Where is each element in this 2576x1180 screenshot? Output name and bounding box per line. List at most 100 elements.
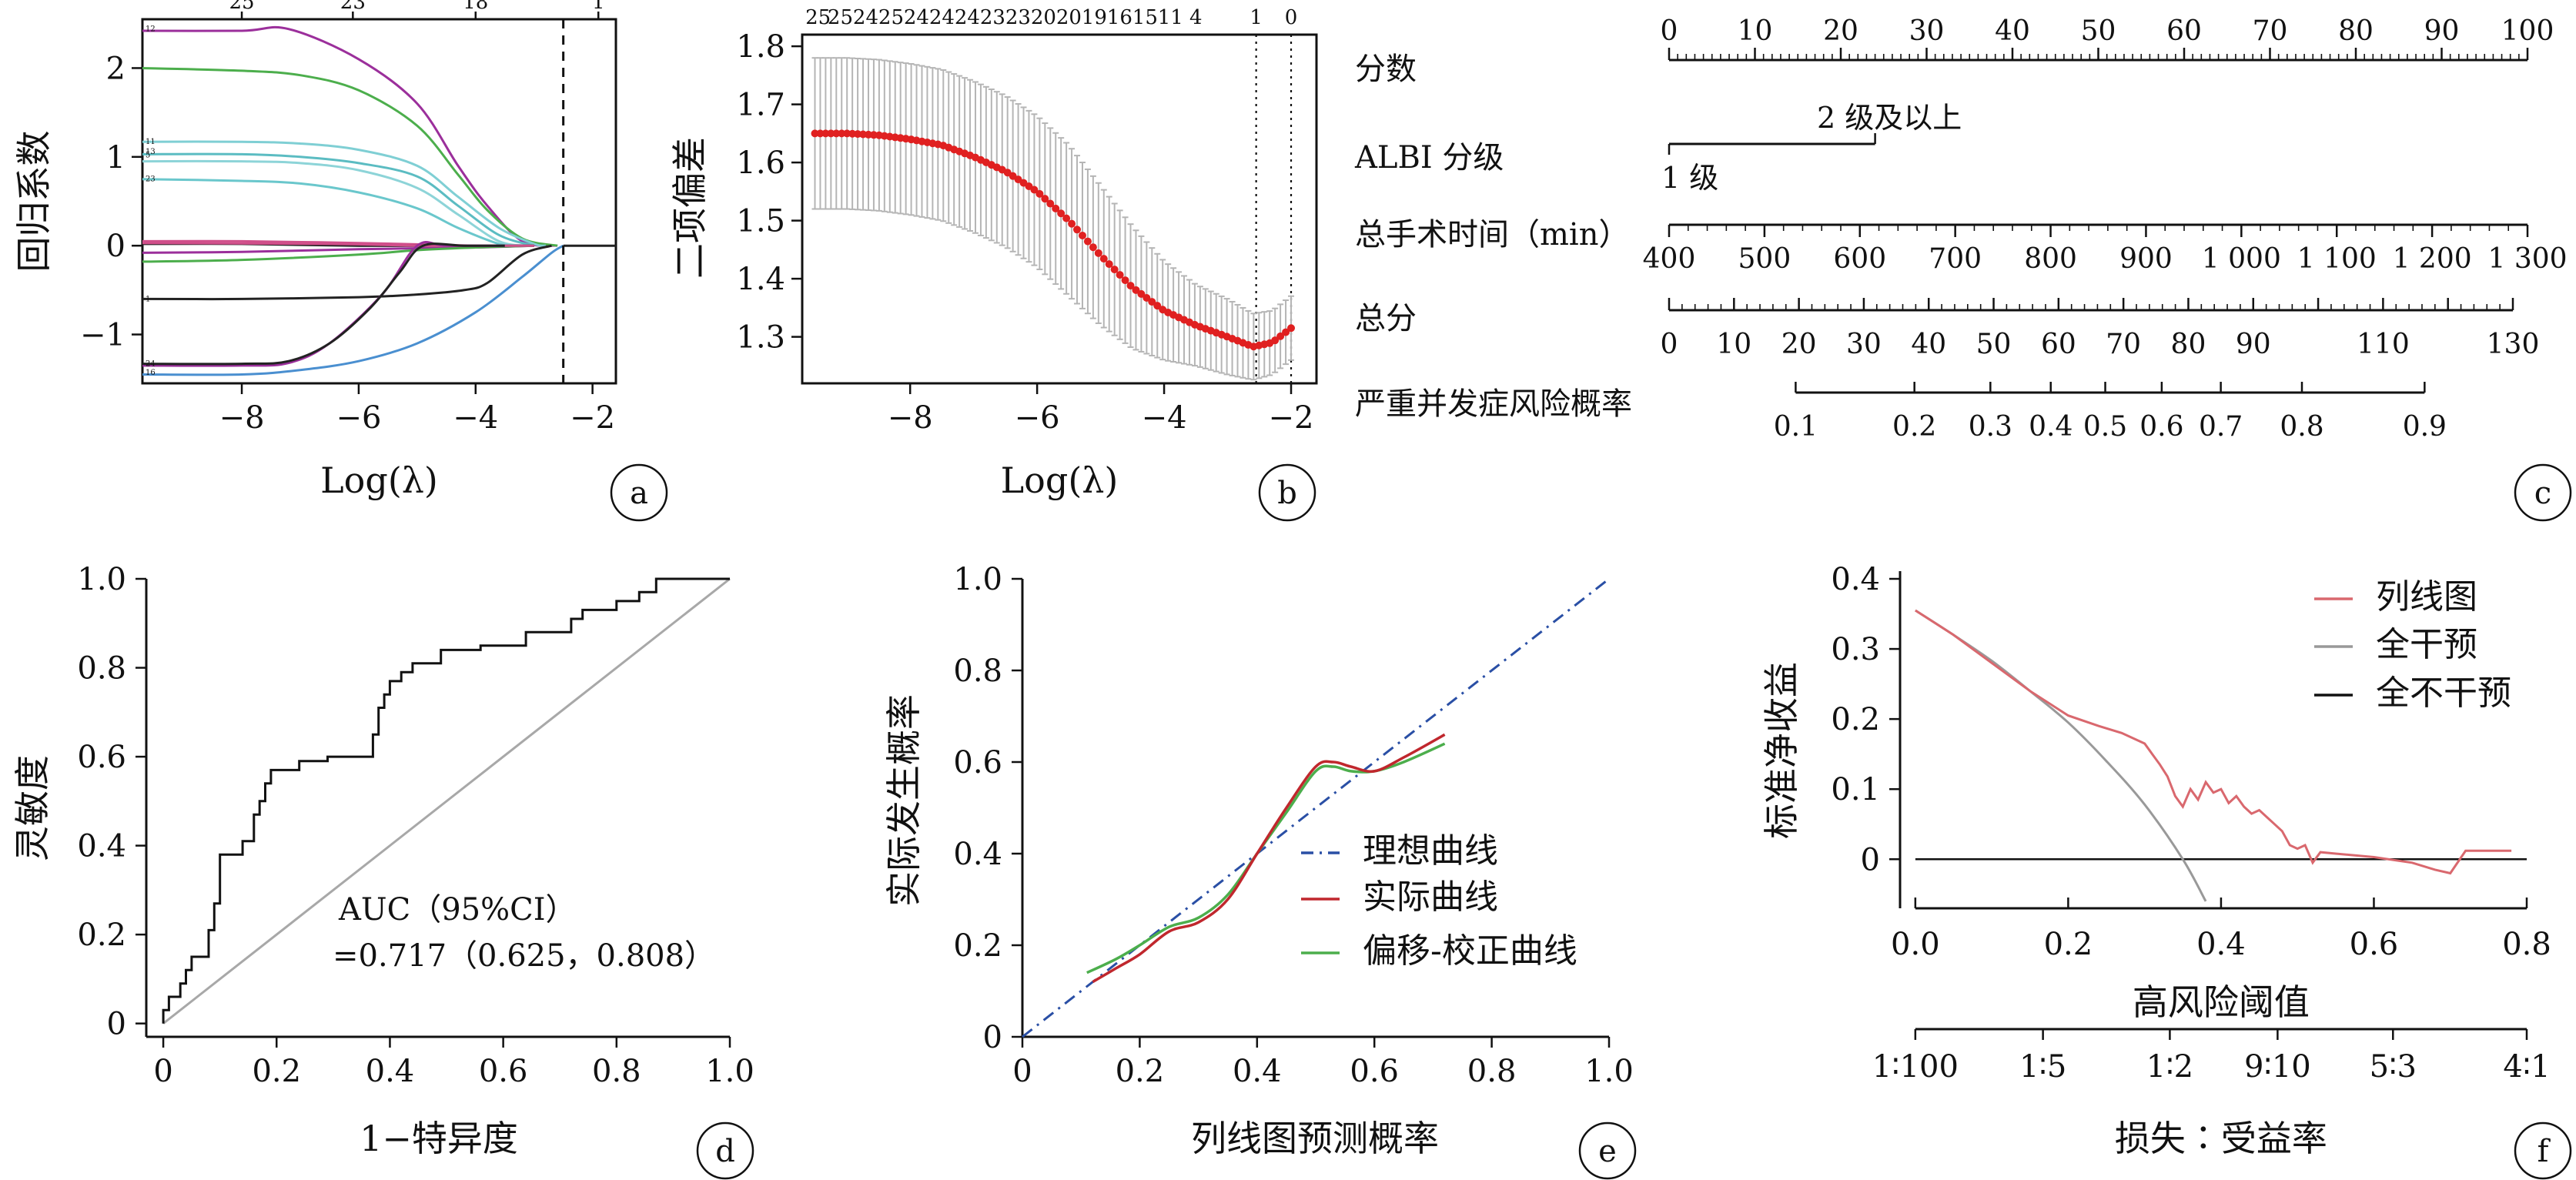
panel-b-point xyxy=(1271,336,1280,345)
panel-b-point xyxy=(1041,195,1049,203)
panel-b-point xyxy=(816,129,825,138)
panel-f-ytick-label: 0.1 xyxy=(1831,772,1880,807)
panel-d-tag-letter: d xyxy=(715,1134,735,1169)
panel-a-curve-label: 13 xyxy=(146,148,156,156)
panel-b-point xyxy=(1089,243,1097,252)
panel-e-xtick-label: 0 xyxy=(1012,1054,1032,1089)
panel-b-top-label: 24 xyxy=(904,6,929,29)
panel-a-series-0 xyxy=(142,25,558,247)
panel-f-ytick-label: 0 xyxy=(1861,842,1880,877)
panel-d-ytick-label: 1.0 xyxy=(77,562,126,597)
panel-b-xtick-label: −2 xyxy=(1269,400,1314,436)
panel-b-point xyxy=(1121,276,1129,285)
panel-f-tag: f xyxy=(2514,1122,2572,1180)
nomo-points-label: 70 xyxy=(2253,15,2288,47)
panel-b-top-label: 20 xyxy=(1031,6,1056,29)
panel-a-xtick-label: −4 xyxy=(453,400,498,436)
panel-a-curve-label: 16 xyxy=(146,369,156,377)
panel-f-x2tick-label: 9∶10 xyxy=(2244,1049,2311,1085)
panel-d-ylabel: 灵敏度 xyxy=(12,755,53,861)
panel-e-xtick-label: 1.0 xyxy=(1584,1054,1634,1089)
panel-d-ytick-label: 0.6 xyxy=(77,740,126,775)
panel-e-apparent-line xyxy=(1092,733,1446,984)
panel-b-top-label: 1 xyxy=(1250,6,1263,29)
panel-f-xtick-label: 0.6 xyxy=(2350,927,2399,962)
nomo-points-label: 30 xyxy=(1909,15,1945,47)
panel-f-ytick-label: 0.4 xyxy=(1831,562,1880,597)
panel-b-ylabel: 二项偏差 xyxy=(669,137,711,279)
panel-a-series-5 xyxy=(142,178,517,247)
panel-b-point xyxy=(827,129,835,138)
panel-b-point xyxy=(1148,298,1156,306)
panel-b-point xyxy=(1282,328,1290,336)
panel-f-treat-all-line xyxy=(1915,609,2207,902)
nomo-risk-label: 0.8 xyxy=(2280,411,2323,443)
panel-e-xlabel: 列线图预测概率 xyxy=(1191,1118,1439,1159)
panel-f-xlabel: 高风险阈值 xyxy=(2133,981,2310,1023)
panel-a-top-label: 1 xyxy=(592,0,605,14)
panel-b-point xyxy=(1073,226,1082,234)
panel-e-ytick-label: 0.4 xyxy=(953,837,1002,872)
panel-e-tag: e xyxy=(1578,1122,1637,1180)
panel-f: 0.0 0.2 0.4 0.6 0.8 0 0.1 0.2 0.3 0.4 列线图全干预全不干预高风… xyxy=(1831,562,2551,1159)
panel-a-top-label: 25 xyxy=(229,0,255,14)
nomo-risk-label: 0.9 xyxy=(2403,411,2447,443)
panel-e-legend-label-2: 偏移-校正曲线 xyxy=(1363,931,1577,971)
panel-b-point xyxy=(1052,204,1060,212)
panel-b-top-label: 25 xyxy=(828,6,853,29)
panel-a-curve-label: 1 xyxy=(146,295,150,303)
panel-d-ytick-label: 0.2 xyxy=(77,918,126,953)
panel-f-xtick-label: 0.4 xyxy=(2196,927,2246,962)
panel-d-xlabel: 1−特异度 xyxy=(360,1118,518,1159)
panel-b-point xyxy=(811,129,819,138)
panel-f-tag-circle xyxy=(2514,1122,2572,1180)
panel-e-ylabel: 实际发生概率 xyxy=(883,694,925,907)
panel-b-top-label: 25 xyxy=(805,6,831,29)
nomo-time-label: 600 xyxy=(1833,243,1886,275)
nomo-time-label: 1 300 xyxy=(2487,243,2567,275)
panel-b-top-label: 16 xyxy=(1107,6,1132,29)
panel-e-legend-label-1: 实际曲线 xyxy=(1363,877,1498,917)
panel-b-point xyxy=(838,129,846,138)
panel-b-top-label: 15 xyxy=(1132,6,1158,29)
panel-b-xtick-label: −8 xyxy=(888,400,933,436)
panel-e-xtick-label: 0.6 xyxy=(1350,1054,1399,1089)
panel-f-ytick-label: 0.3 xyxy=(1831,632,1880,667)
nomo-time-label: 500 xyxy=(1738,243,1791,275)
panel-a-curve-label: 11 xyxy=(146,138,156,146)
panel-a-xlabel: Log(λ) xyxy=(320,460,438,501)
panel-b-tag-circle xyxy=(1258,463,1316,522)
panel-b-top-label: 11 xyxy=(1158,6,1183,29)
panel-d-xtick-label: 0 xyxy=(153,1054,172,1089)
nomo-risk-label: 0.2 xyxy=(1892,411,1936,443)
panel-b-xtick-label: −6 xyxy=(1015,400,1060,436)
nomo-total-label: 50 xyxy=(1976,329,2012,360)
panel-f-x2tick-label: 4∶1 xyxy=(2503,1049,2550,1085)
panel-b-point xyxy=(1142,293,1151,302)
panel-a-series-11 xyxy=(142,244,552,301)
panel-b-point xyxy=(1046,199,1055,208)
panel-a-frame xyxy=(141,18,617,385)
nomo-risk-label: 0.1 xyxy=(1774,411,1818,443)
panel-e-xtick-label: 0.8 xyxy=(1467,1054,1517,1089)
panel-e-ytick-label: 0.6 xyxy=(953,745,1002,781)
nomo-total-label: 40 xyxy=(1911,329,1946,360)
panel-e-ideal-line xyxy=(1022,577,1610,1038)
panel-b-top-label: 24 xyxy=(853,6,878,29)
panel-c-tag-circle xyxy=(2514,463,2572,522)
nomo-points-label: 10 xyxy=(1738,15,1773,47)
panel-b-ytick-label: 1.4 xyxy=(736,262,785,297)
nomo-points-label: 20 xyxy=(1823,15,1858,47)
nomo-time-label: 800 xyxy=(2024,243,2077,275)
nomo-risk-label: 0.6 xyxy=(2139,411,2183,443)
panel-f-legend-label-0: 列线图 xyxy=(2376,577,2477,617)
nomo-total-label: 30 xyxy=(1846,329,1882,360)
panel-b-point xyxy=(1105,260,1113,269)
panel-a-series-9 xyxy=(142,244,534,263)
panel-b-point xyxy=(1132,286,1140,294)
nomo-risk-label: 0.7 xyxy=(2199,411,2243,443)
nomo-total-label: 20 xyxy=(1781,329,1817,360)
panel-b-point xyxy=(1116,271,1124,279)
